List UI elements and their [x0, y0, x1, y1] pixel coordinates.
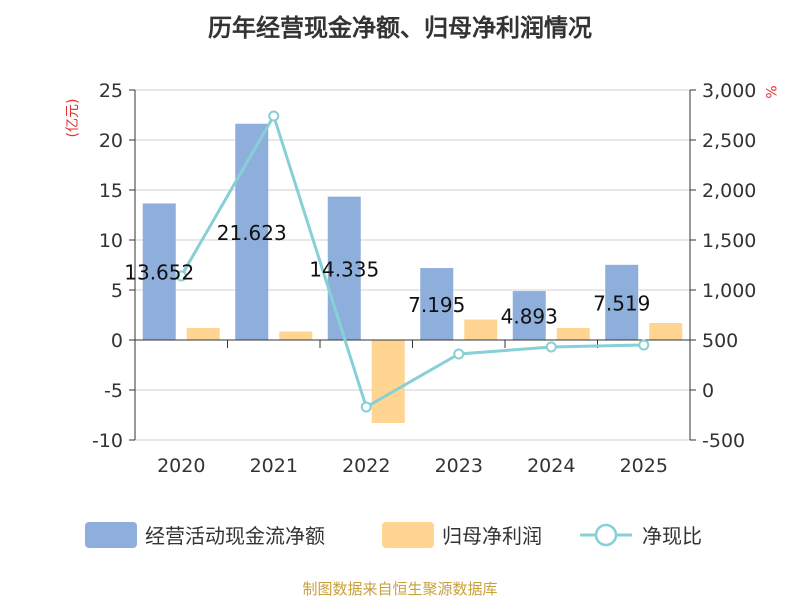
y-left-tick-label: 0: [111, 330, 123, 352]
cash-flow-bar: [512, 291, 546, 340]
ratio-point: [175, 270, 187, 282]
net-profit-bar: [186, 328, 220, 340]
axes: -10-50510152025-50005001,0001,5002,0002,…: [65, 80, 778, 477]
y-left-tick-label: 15: [99, 180, 123, 202]
cash-flow-bar: [420, 268, 454, 340]
x-tick-label: 2021: [250, 455, 298, 477]
cash-flow-bar: [235, 123, 269, 341]
y-left-tick-label: 25: [99, 80, 123, 102]
y-left-tick-label: 20: [99, 130, 123, 152]
y-left-tick-label: -5: [104, 380, 123, 402]
x-tick-label: 2025: [620, 455, 668, 477]
net-profit-bar: [464, 319, 498, 340]
ratio-point: [545, 341, 557, 353]
y-right-tick-label: 3,000: [702, 80, 756, 102]
ratio-point: [268, 110, 280, 122]
cash-flow-bar: [142, 203, 176, 340]
ratio-line: [175, 110, 650, 413]
y-right-tick-label: 0: [702, 380, 714, 402]
ratio-line-path: [179, 112, 644, 410]
net-profit-bar: [556, 328, 590, 340]
x-tick-label: 2023: [435, 455, 483, 477]
y-left-tick-label: -10: [92, 430, 123, 452]
cash-flow-data-label: 7.519: [593, 291, 650, 315]
y-right-unit: %: [762, 85, 778, 98]
legend-label-net-profit: 归母净利润: [442, 524, 542, 548]
x-tick-label: 2024: [527, 455, 575, 477]
net-profit-bar: [371, 340, 405, 423]
x-tick-label: 2020: [157, 455, 205, 477]
cash-flow-data-label: 21.623: [217, 221, 287, 245]
ratio-point: [453, 348, 465, 360]
y-right-tick-label: 1,000: [702, 280, 756, 302]
y-left-unit: (亿元): [65, 99, 81, 138]
ratio-point: [638, 339, 650, 351]
data-labels: 13.652 21.623 14.335 7.195 4.893 7.519: [124, 221, 650, 329]
cash-flow-bar: [605, 264, 639, 340]
net-profit-bar: [279, 331, 313, 340]
legend-label-cash-flow: 经营活动现金流净额: [145, 524, 325, 548]
bars: [142, 123, 683, 423]
x-tick-label: 2022: [342, 455, 390, 477]
y-right-tick-label: 2,000: [702, 180, 756, 202]
y-right-tick-label: 2,500: [702, 130, 756, 152]
ratio-point: [360, 401, 372, 413]
chart-title: 历年经营现金净额、归母净利润情况: [208, 14, 592, 42]
cash-flow-data-label: 4.893: [501, 305, 558, 329]
source-note: 制图数据来自恒生聚源数据库: [302, 580, 498, 598]
y-right-tick-label: 1,500: [702, 230, 756, 252]
cash-flow-data-label: 14.335: [309, 257, 379, 281]
legend-swatch-cash-flow: [85, 522, 137, 548]
y-left-tick-label: 10: [99, 230, 123, 252]
net-profit-bar: [649, 323, 683, 340]
cash-flow-data-label: 7.195: [408, 293, 465, 317]
legend-label-ratio: 净现比: [642, 524, 702, 548]
y-right-tick-label: -500: [702, 430, 745, 452]
cash-flow-bar: [327, 196, 361, 340]
cash-flow-data-label: 13.652: [124, 261, 194, 285]
legend-swatch-ratio-marker: [594, 523, 618, 547]
legend-swatch-net-profit: [382, 522, 434, 548]
y-left-tick-label: 5: [111, 280, 123, 302]
y-right-tick-label: 500: [702, 330, 738, 352]
legend: 经营活动现金流净额 归母净利润 净现比: [85, 522, 702, 548]
